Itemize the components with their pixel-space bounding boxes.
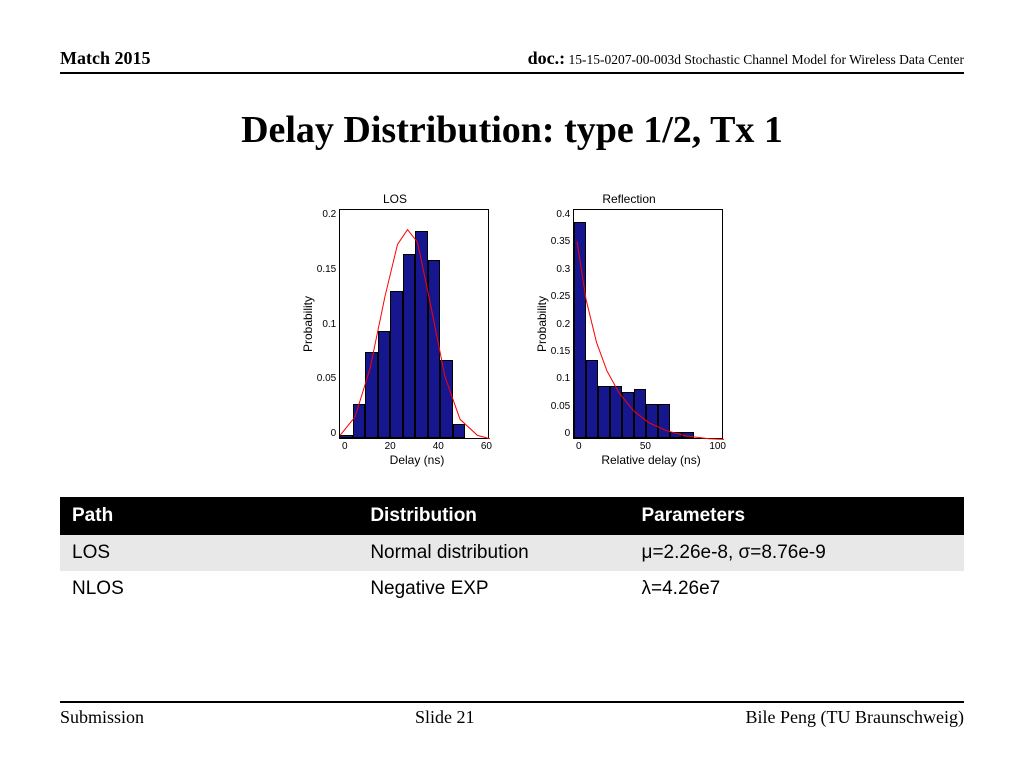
footer: Submission Slide 21 Bile Peng (TU Brauns… [60, 701, 964, 728]
chart-yticks: 0.2 0.15 0.1 0.05 0 [317, 209, 336, 439]
chart-xlabel: Delay (ns) [342, 453, 492, 467]
charts-container: LOSProbability0.20.150.10.0500204060Dela… [60, 192, 964, 467]
chart-title: LOS [383, 192, 407, 206]
xtick-label: 50 [640, 441, 651, 452]
chart-los: LOS Probability 0.2 0.15 0.1 0.05 00 20 40 60Dela… [298, 192, 492, 467]
parameters-table: PathDistributionParametersLOSNormal dist… [60, 497, 964, 607]
ytick-label: 0.15 [317, 264, 336, 275]
chart-xlabel: Relative delay (ns) [576, 453, 726, 467]
histogram-bar [353, 404, 366, 439]
histogram-bar [390, 291, 403, 438]
ytick-label: 0 [565, 428, 571, 439]
xtick-label: 60 [481, 441, 492, 452]
histogram-bar [682, 432, 694, 438]
histogram-bar [610, 386, 622, 438]
histogram-bar [634, 389, 646, 438]
table-header-cell: Path [60, 497, 358, 535]
table-row: NLOSNegative EXPλ=4.26e7 [60, 571, 964, 607]
chart-plot [573, 209, 723, 439]
histogram-bar [403, 254, 416, 438]
xtick-label: 20 [385, 441, 396, 452]
ytick-label: 0.4 [556, 209, 570, 220]
histogram-bar [428, 260, 441, 438]
ytick-label: 0.35 [551, 236, 570, 247]
table-cell: μ=2.26e-8, σ=8.76e-9 [630, 535, 965, 571]
ytick-label: 0.05 [551, 401, 570, 412]
table-cell: NLOS [60, 571, 358, 607]
ytick-label: 0.05 [317, 373, 336, 384]
xtick-label: 40 [433, 441, 444, 452]
ytick-label: 0.15 [551, 346, 570, 357]
histogram-bar [646, 404, 658, 439]
header-doc-text: 15-15-0207-00-003d Stochastic Channel Mo… [569, 52, 965, 67]
histogram-bar [670, 432, 682, 438]
slide-page: Match 2015 doc.: 15-15-0207-00-003d Stoc… [0, 0, 1024, 768]
chart-reflection: ReflectionProbability0.40.350.30.250.20.… [532, 192, 726, 467]
header-doc: doc.: 15-15-0207-00-003d Stochastic Chan… [528, 48, 964, 69]
histogram-bar [574, 222, 586, 438]
chart-row: Probability 0.2 0.15 0.1 0.05 0 [301, 209, 489, 439]
footer-right: Bile Peng (TU Braunschweig) [746, 707, 964, 728]
footer-left: Submission [60, 707, 144, 728]
xtick-label: 100 [709, 441, 726, 452]
histogram-bar [598, 386, 610, 438]
histogram-bar [340, 435, 353, 438]
chart-yticks: 0.4 0.35 0.3 0.25 0.2 0.15 0.1 0.05 0 [551, 209, 570, 439]
xtick-label: 0 [576, 441, 582, 452]
ytick-label: 0.2 [556, 319, 570, 330]
histogram-bar [622, 392, 634, 438]
table-cell: Normal distribution [358, 535, 629, 571]
chart-title: Reflection [602, 192, 655, 206]
chart-xticks: 0 20 40 60 [342, 441, 492, 452]
histogram-bar [440, 360, 453, 438]
ytick-label: 0.3 [556, 264, 570, 275]
histogram-bar [415, 231, 428, 438]
header-doc-prefix: doc.: [528, 48, 566, 68]
footer-center: Slide 21 [415, 707, 475, 728]
ytick-label: 0.25 [551, 291, 570, 302]
histogram-bar [586, 360, 598, 438]
ytick-label: 0 [331, 428, 337, 439]
xtick-label: 0 [342, 441, 348, 452]
header: Match 2015 doc.: 15-15-0207-00-003d Stoc… [60, 48, 964, 74]
slide-title: Delay Distribution: type 1/2, Tx 1 [60, 108, 964, 152]
histogram-bar [378, 331, 391, 438]
chart-xticks: 0 50 100 [576, 441, 726, 452]
table-header-cell: Parameters [630, 497, 965, 535]
header-date: Match 2015 [60, 48, 150, 69]
ytick-label: 0.2 [322, 209, 336, 220]
chart-plot [339, 209, 489, 439]
chart-row: Probability 0.4 0.35 0.3 0.25 0.2 0.15 0.1 0.05 0 [535, 209, 723, 439]
table-row: LOSNormal distributionμ=2.26e-8, σ=8.76e… [60, 535, 964, 571]
histogram-bar [453, 424, 466, 438]
table-cell: λ=4.26e7 [630, 571, 965, 607]
histogram-bar [658, 404, 670, 439]
table-cell: Negative EXP [358, 571, 629, 607]
chart-ylabel: Probability [535, 296, 549, 352]
ytick-label: 0.1 [322, 319, 336, 330]
chart-ylabel: Probability [301, 296, 315, 352]
table-cell: LOS [60, 535, 358, 571]
histogram-bar [365, 352, 378, 438]
ytick-label: 0.1 [556, 373, 570, 384]
table-header-cell: Distribution [358, 497, 629, 535]
